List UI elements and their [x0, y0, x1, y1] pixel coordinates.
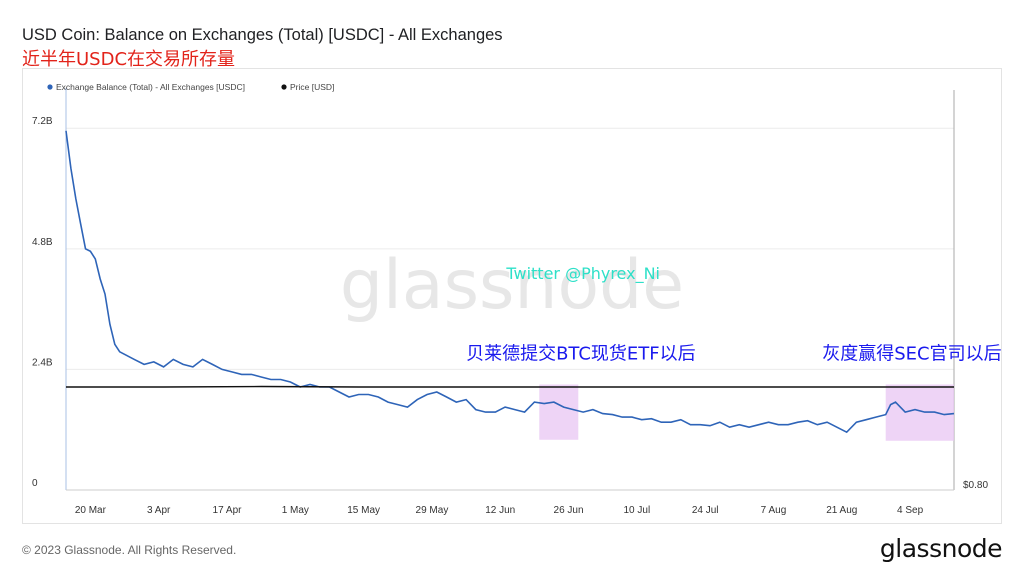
balance-chart: glassnode 7.2B 4.8B 2.4B 0 $0.80 20 Mar 3 Apr 17…	[32, 82, 1002, 516]
event-annotation: 贝莱德提交BTC现货ETF以后	[466, 343, 696, 364]
x-tick-label: 4 Sep	[897, 505, 924, 516]
legend-label: Price [USD]	[290, 82, 334, 92]
x-tick-label: 12 Jun	[485, 505, 515, 516]
watermark-handle-annotation: Twitter @Phyrex_Ni	[505, 264, 660, 284]
y-tick-label: 4.8B	[32, 237, 53, 248]
price-series-line	[66, 385, 954, 388]
watermark-text: glassnode	[340, 246, 684, 325]
chart-title: USD Coin: Balance on Exchanges (Total) […	[22, 26, 503, 44]
x-tick-label: 26 Jun	[554, 505, 584, 516]
legend-marker	[47, 84, 53, 90]
highlight-box	[539, 384, 579, 440]
x-tick-label: 7 Aug	[761, 505, 787, 516]
x-tick-label: 10 Jul	[624, 505, 651, 516]
event-annotation: 灰度赢得SEC官司以后	[822, 342, 1001, 364]
glassnode-logo: glassnode	[879, 534, 1003, 563]
x-tick-label: 15 May	[347, 505, 380, 516]
x-tick-label: 17 Apr	[213, 505, 243, 516]
y-tick-label: 2.4B	[32, 357, 53, 368]
y-tick-label: 0	[32, 478, 38, 489]
x-tick-label: 21 Aug	[826, 505, 857, 516]
y2-tick-label: $0.80	[963, 480, 988, 491]
x-tick-label: 24 Jul	[692, 505, 719, 516]
legend-label: Exchange Balance (Total) - All Exchanges…	[56, 82, 245, 92]
x-tick-label: 1 May	[282, 505, 309, 516]
chart-panel	[22, 68, 1002, 524]
x-tick-label: 29 May	[416, 505, 449, 516]
y-tick-label: 7.2B	[32, 116, 53, 127]
x-tick-label: 3 Apr	[147, 505, 171, 516]
x-tick-label: 20 Mar	[75, 505, 107, 516]
chart-subtitle: 近半年USDC在交易所存量	[22, 49, 236, 70]
balance-series-line	[65, 130, 955, 434]
legend-marker	[281, 84, 287, 90]
highlight-box	[885, 384, 954, 441]
copyright-notice: © 2023 Glassnode. All Rights Reserved.	[22, 543, 237, 557]
